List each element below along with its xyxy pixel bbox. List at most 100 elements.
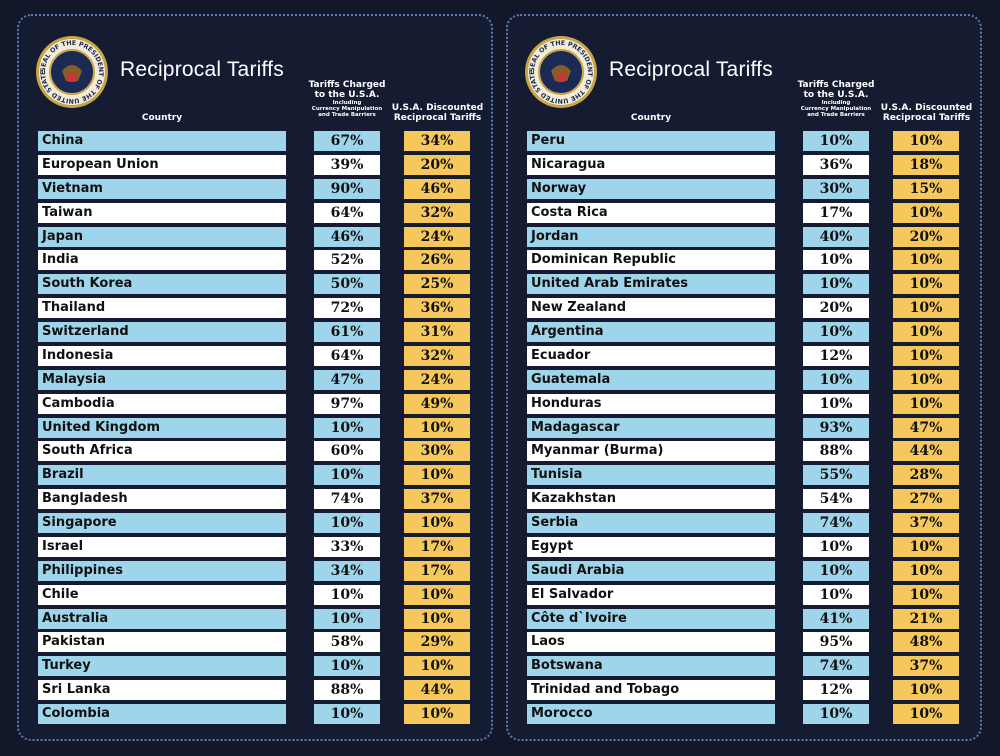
header-note: Including xyxy=(821,100,851,106)
charged-cell: 12% xyxy=(803,345,869,366)
charged-cell: 33% xyxy=(314,536,380,557)
country-cell: Peru xyxy=(527,131,775,151)
charged-cell: 50% xyxy=(314,274,380,295)
country-cell: Sri Lanka xyxy=(38,680,286,701)
charged-cell: 10% xyxy=(314,513,380,533)
header-line: Reciprocal Tariffs xyxy=(882,113,971,123)
discounted-cell: 27% xyxy=(893,489,959,510)
discounted-cell: 10% xyxy=(893,131,959,151)
charged-cell: 10% xyxy=(314,465,380,486)
country-cell: Israel xyxy=(38,536,286,557)
country-cell: Turkey xyxy=(38,656,286,677)
charged-cell: 95% xyxy=(803,632,869,653)
discounted-cell: 10% xyxy=(893,393,959,414)
country-cell: Vietnam xyxy=(38,178,286,199)
country-cell: India xyxy=(38,250,286,271)
discounted-cell: 48% xyxy=(893,632,959,653)
charged-cell: 55% xyxy=(803,465,869,486)
country-cell: Norway xyxy=(527,178,775,199)
discounted-cell: 10% xyxy=(893,250,959,271)
charged-cell: 58% xyxy=(314,632,380,653)
discounted-cell: 44% xyxy=(893,441,959,462)
country-cell: Jordan xyxy=(527,226,775,247)
country-cell: European Union xyxy=(38,154,286,175)
charged-header: Tariffs Charged to the U.S.A. Including Cur… xyxy=(791,80,881,118)
discounted-header: U.S.A. Discounted Reciprocal Tariffs xyxy=(390,103,485,123)
header-line: Tariffs Charged xyxy=(308,80,386,90)
header-line: U.S.A. Discounted xyxy=(391,103,484,113)
country-cell: Egypt xyxy=(527,536,775,557)
country-cell: Thailand xyxy=(38,298,286,319)
header-note: Currency Manipulation xyxy=(800,106,872,112)
country-cell: Costa Rica xyxy=(527,202,775,223)
charged-cell: 10% xyxy=(803,536,869,557)
header-note: Currency Manipulation xyxy=(311,106,383,112)
charged-cell: 90% xyxy=(314,178,380,199)
discounted-cell: 37% xyxy=(404,489,470,510)
discounted-cell: 10% xyxy=(893,345,959,366)
charged-cell: 36% xyxy=(803,154,869,175)
country-cell: El Salvador xyxy=(527,584,775,605)
country-cell: Honduras xyxy=(527,393,775,414)
charged-cell: 54% xyxy=(803,489,869,510)
country-cell: Bangladesh xyxy=(38,489,286,510)
discounted-cell: 37% xyxy=(893,513,959,533)
seal: SEAL OF THE PRESIDENT OF THE UNITED STAT… xyxy=(35,35,108,108)
country-cell: Madagascar xyxy=(527,417,775,438)
country-cell: Australia xyxy=(38,608,286,629)
country-cell: United Arab Emirates xyxy=(527,274,775,295)
charged-cell: 30% xyxy=(803,178,869,199)
charged-cell: 10% xyxy=(314,704,380,724)
charged-cell: 20% xyxy=(803,298,869,319)
country-header: Country xyxy=(141,113,183,123)
country-cell: Cambodia xyxy=(38,393,286,414)
discounted-cell: 10% xyxy=(893,369,959,390)
discounted-cell: 10% xyxy=(404,704,470,724)
charged-cell: 67% xyxy=(314,131,380,151)
charged-cell: 46% xyxy=(314,226,380,247)
charged-cell: 12% xyxy=(803,680,869,701)
country-cell: Taiwan xyxy=(38,202,286,223)
header-line: to the U.S.A. xyxy=(314,90,380,100)
charged-cell: 72% xyxy=(314,298,380,319)
country-cell: Guatemala xyxy=(527,369,775,390)
charged-cell: 10% xyxy=(803,274,869,295)
country-cell: Myanmar (Burma) xyxy=(527,441,775,462)
header-note: and Trade Barriers xyxy=(318,112,376,118)
charged-cell: 10% xyxy=(803,131,869,151)
discounted-cell: 10% xyxy=(893,274,959,295)
seal: SEAL OF THE PRESIDENT OF THE UNITED STAT… xyxy=(524,35,597,108)
charged-cell: 74% xyxy=(803,656,869,677)
discounted-cell: 10% xyxy=(893,322,959,342)
discounted-cell: 49% xyxy=(404,393,470,414)
header-line: to the U.S.A. xyxy=(803,90,869,100)
discounted-cell: 24% xyxy=(404,369,470,390)
country-cell: Tunisia xyxy=(527,465,775,486)
charged-cell: 39% xyxy=(314,154,380,175)
discounted-cell: 34% xyxy=(404,131,470,151)
discounted-cell: 20% xyxy=(404,154,470,175)
discounted-cell: 47% xyxy=(893,417,959,438)
charged-cell: 52% xyxy=(314,250,380,271)
country-cell: Serbia xyxy=(527,513,775,533)
country-cell: Indonesia xyxy=(38,345,286,366)
discounted-cell: 29% xyxy=(404,632,470,653)
discounted-cell: 10% xyxy=(893,584,959,605)
country-cell: Switzerland xyxy=(38,322,286,342)
discounted-cell: 46% xyxy=(404,178,470,199)
discounted-cell: 25% xyxy=(404,274,470,295)
charged-cell: 10% xyxy=(803,704,869,724)
header-note: and Trade Barriers xyxy=(807,112,865,118)
charged-cell: 10% xyxy=(803,322,869,342)
discounted-cell: 15% xyxy=(893,178,959,199)
discounted-cell: 17% xyxy=(404,560,470,581)
discounted-cell: 10% xyxy=(893,680,959,701)
charged-cell: 10% xyxy=(803,369,869,390)
discounted-cell: 21% xyxy=(893,608,959,629)
country-cell: Trinidad and Tobago xyxy=(527,680,775,701)
country-cell: Japan xyxy=(38,226,286,247)
country-header: Country xyxy=(630,113,672,123)
country-cell: Singapore xyxy=(38,513,286,533)
country-cell: Malaysia xyxy=(38,369,286,390)
discounted-header: U.S.A. Discounted Reciprocal Tariffs xyxy=(879,103,974,123)
